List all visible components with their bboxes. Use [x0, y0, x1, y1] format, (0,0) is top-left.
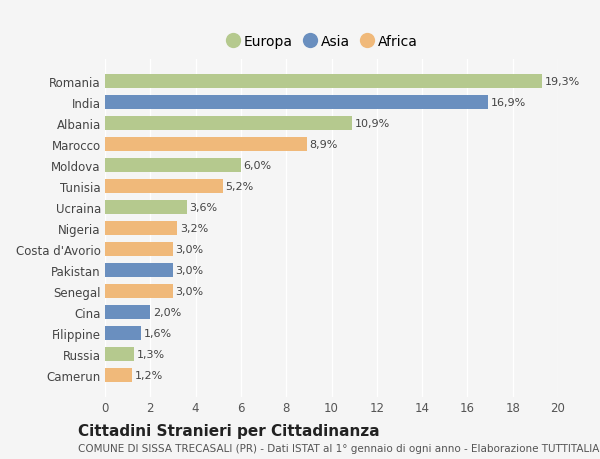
Bar [105, 138, 307, 151]
Text: COMUNE DI SISSA TRECASALI (PR) - Dati ISTAT al 1° gennaio di ogni anno - Elabora: COMUNE DI SISSA TRECASALI (PR) - Dati IS… [78, 443, 600, 453]
Bar [105, 117, 352, 130]
Text: 3,0%: 3,0% [176, 286, 204, 296]
Text: 3,0%: 3,0% [176, 244, 204, 254]
Bar [105, 159, 241, 172]
Text: 1,6%: 1,6% [144, 328, 172, 338]
Bar [105, 201, 187, 214]
Text: 8,9%: 8,9% [310, 140, 338, 150]
Text: 1,3%: 1,3% [137, 349, 165, 359]
Bar [105, 222, 178, 235]
Text: 3,2%: 3,2% [180, 224, 208, 233]
Text: 3,0%: 3,0% [176, 265, 204, 275]
Text: Cittadini Stranieri per Cittadinanza: Cittadini Stranieri per Cittadinanza [78, 423, 380, 438]
Text: 5,2%: 5,2% [226, 181, 254, 191]
Text: 16,9%: 16,9% [491, 98, 526, 108]
Bar [105, 75, 542, 89]
Bar [105, 285, 173, 298]
Legend: Europa, Asia, Africa: Europa, Asia, Africa [227, 35, 418, 50]
Text: 10,9%: 10,9% [355, 119, 390, 129]
Bar [105, 368, 132, 382]
Bar [105, 326, 141, 340]
Text: 19,3%: 19,3% [545, 77, 580, 87]
Bar [105, 347, 134, 361]
Bar [105, 242, 173, 256]
Text: 1,2%: 1,2% [135, 370, 163, 380]
Text: 6,0%: 6,0% [244, 161, 272, 171]
Bar [105, 305, 151, 319]
Text: 2,0%: 2,0% [153, 307, 181, 317]
Bar [105, 179, 223, 193]
Bar [105, 263, 173, 277]
Text: 3,6%: 3,6% [189, 202, 217, 213]
Bar [105, 96, 488, 110]
